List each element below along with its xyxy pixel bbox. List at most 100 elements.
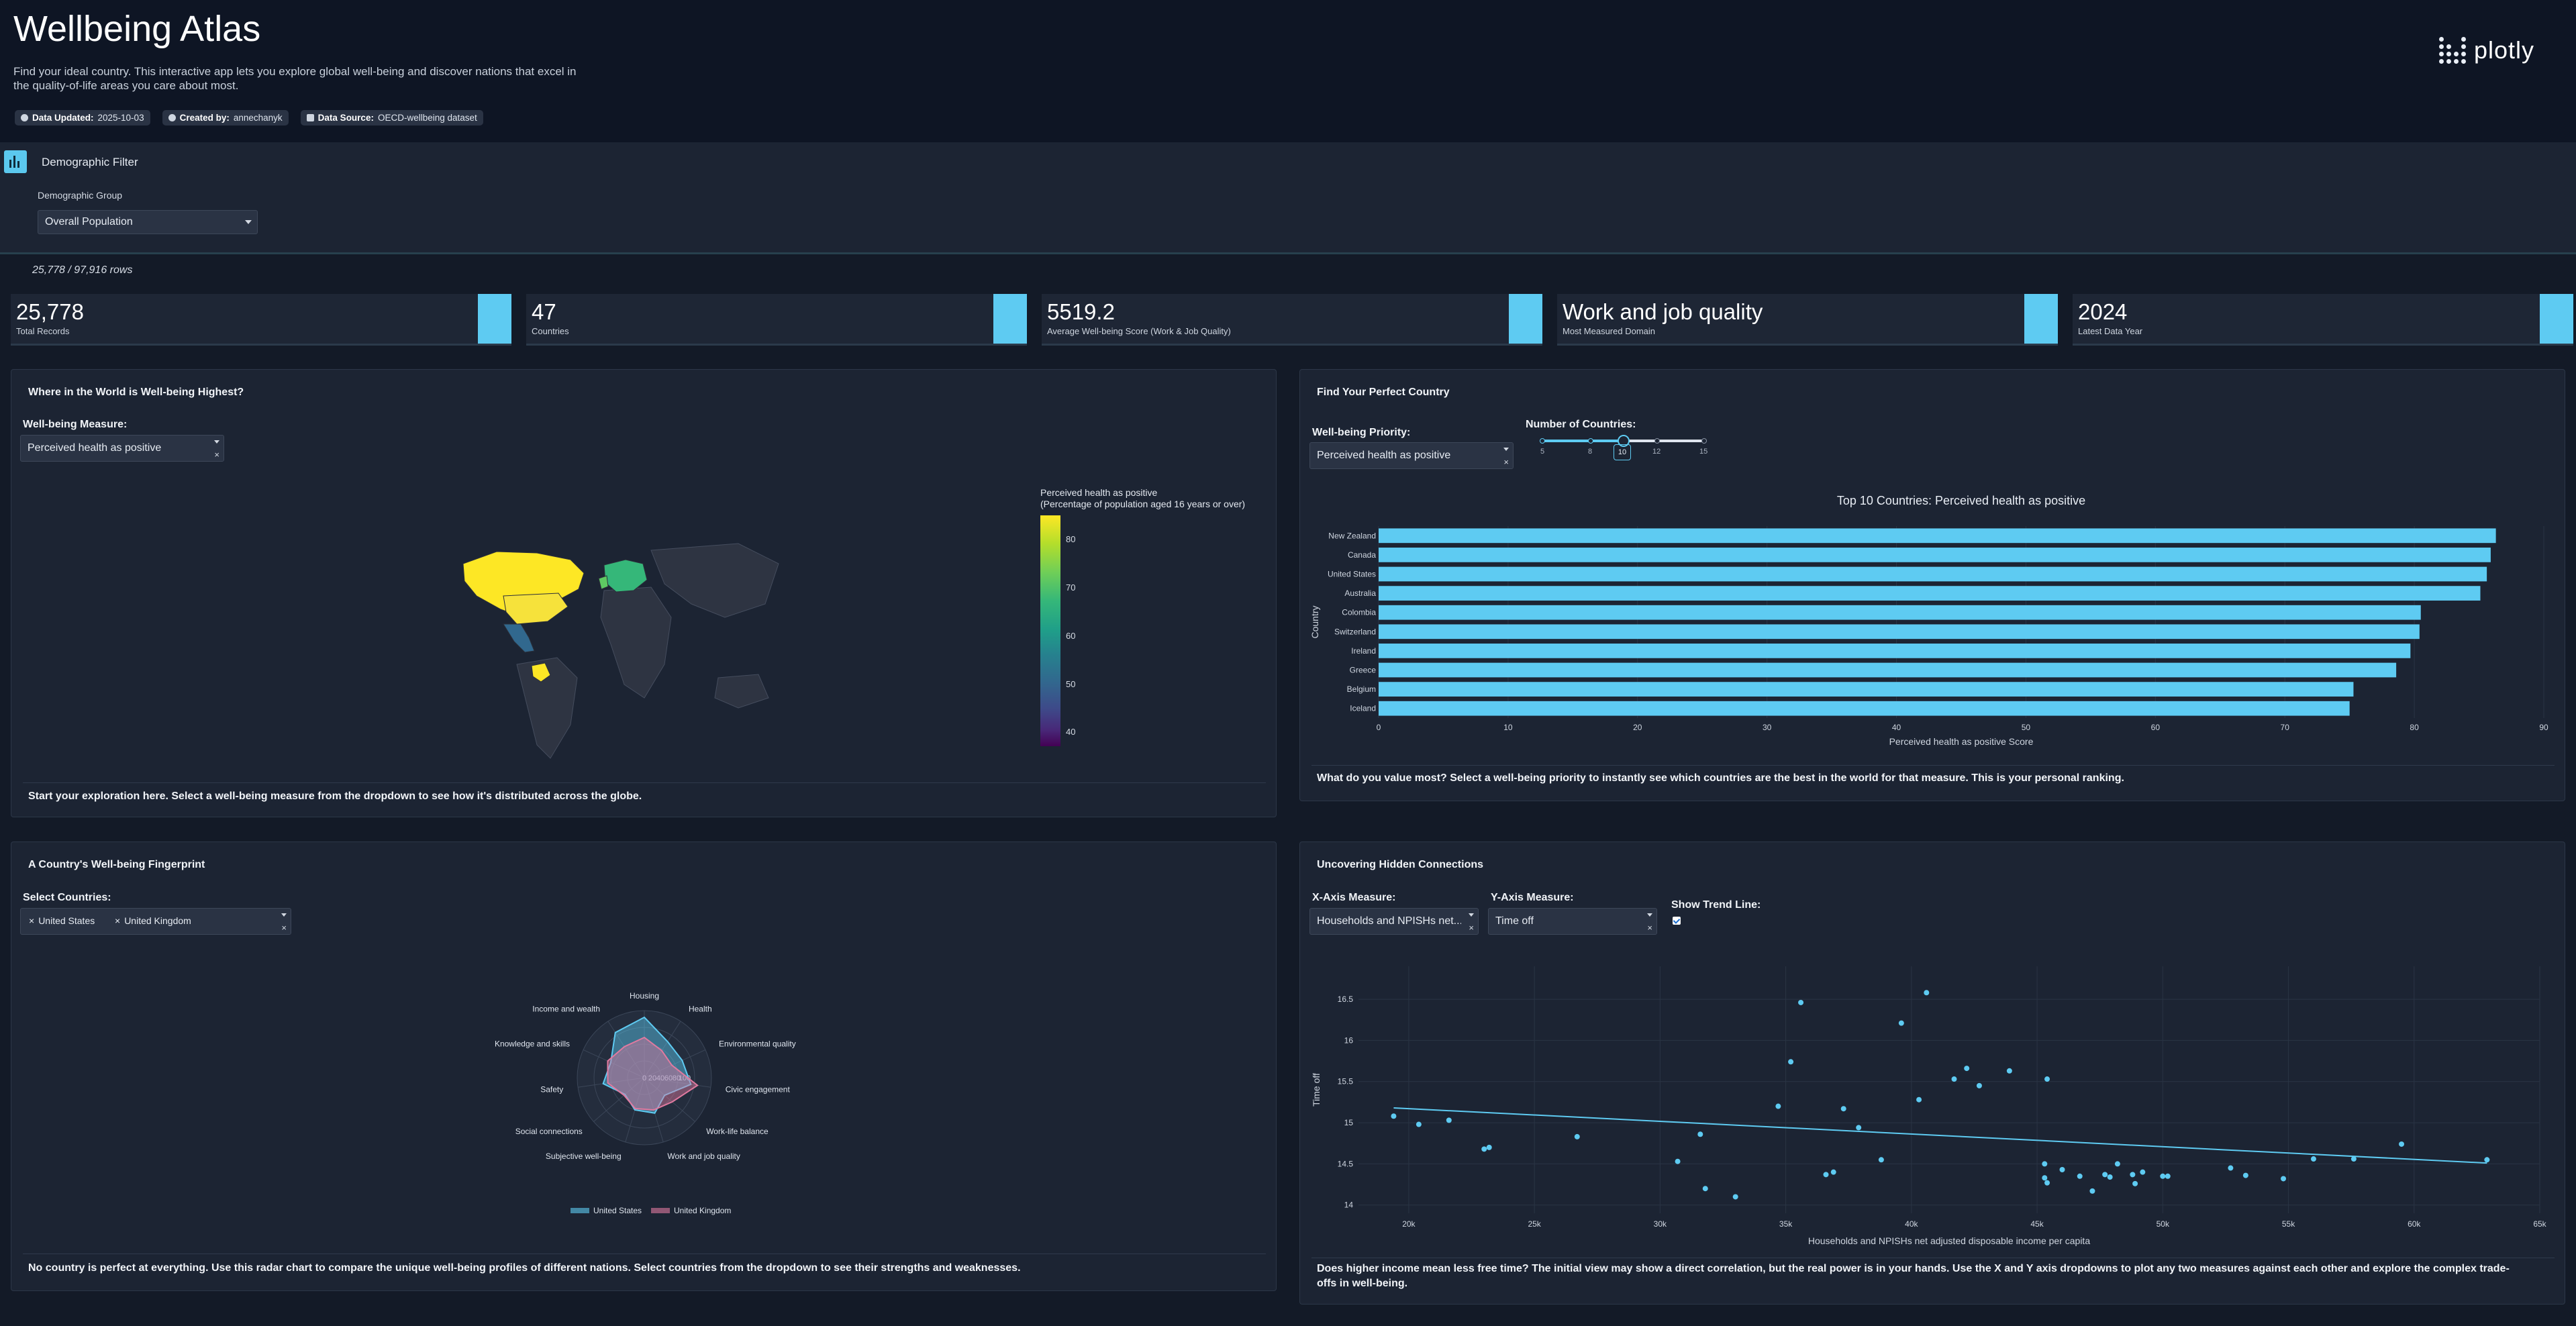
scatter-point <box>1481 1146 1487 1152</box>
united-states-region[interactable] <box>503 593 568 625</box>
x-axis-title: Perceived health as positive Score <box>1889 736 2034 747</box>
y-tick-label: Australia <box>1344 589 1376 598</box>
radar-axis-label: Social connections <box>515 1127 583 1136</box>
scatter-point <box>1924 990 1930 996</box>
radar-axis-label: Work and job quality <box>667 1152 740 1161</box>
x-tick-label: 25k <box>1528 1219 1541 1229</box>
europe-region[interactable] <box>603 559 648 593</box>
x-tick-label: 70 <box>2281 723 2290 732</box>
radar-spoke <box>644 1021 681 1078</box>
dropdown-value: Time off <box>1495 915 1534 927</box>
slider-handle[interactable] <box>1618 435 1630 447</box>
clear-icon[interactable]: × <box>1503 457 1509 467</box>
clear-icon[interactable]: × <box>1469 923 1474 933</box>
y-tick-label: 16 <box>1344 1035 1354 1045</box>
y-tick-label: 15.5 <box>1338 1077 1354 1086</box>
y-axis-measure-label: Y-Axis Measure: <box>1491 892 1574 903</box>
kpi-card: 47 Countries <box>526 294 1027 346</box>
dropdown-value: Perceived health as positive <box>1317 450 1451 461</box>
radar-axis-label: Income and wealth <box>532 1004 600 1013</box>
slider-mark <box>1588 438 1593 444</box>
ranking-bar-chart[interactable]: Top 10 Countries: Perceived health as po… <box>1309 490 2557 758</box>
mexico-region[interactable] <box>503 623 535 653</box>
scatter-point <box>1840 1106 1846 1112</box>
remove-chip-icon[interactable]: × <box>115 915 121 926</box>
scatter-point <box>2102 1172 2108 1178</box>
x-tick-label: 50 <box>2022 723 2031 732</box>
x-axis-title: Households and NPISHs net adjusted dispo… <box>1808 1235 2090 1246</box>
radar-axis-label: Work-life balance <box>706 1127 769 1136</box>
world-map[interactable] <box>403 523 805 765</box>
scatter-point <box>1964 1066 1970 1072</box>
scatter-point <box>2044 1076 2050 1082</box>
scatter-point <box>2006 1068 2012 1074</box>
kpi-value: 47 <box>532 299 556 324</box>
radar-axis-label: Knowledge and skills <box>495 1039 570 1048</box>
trend-line-checkbox[interactable] <box>1673 917 1681 925</box>
trend-line <box>1393 1107 2487 1164</box>
legend-swatch <box>571 1208 589 1213</box>
scatter-point <box>1856 1125 1862 1131</box>
clear-icon[interactable]: × <box>214 450 219 460</box>
demographic-group-label: Demographic Group <box>38 190 123 201</box>
y-tick-label: Colombia <box>1342 608 1376 617</box>
slider-mark <box>1540 438 1545 444</box>
y-tick-label: Belgium <box>1347 684 1376 694</box>
plotly-logo[interactable]: plotly <box>2439 36 2534 64</box>
scatter-point <box>1391 1113 1397 1119</box>
scatter-point <box>2107 1174 2113 1180</box>
y-tick-label: 14 <box>1344 1201 1354 1210</box>
scatter-point <box>2484 1157 2490 1163</box>
kpi-accent <box>1509 294 1542 344</box>
page-subtitle: Find your ideal country. This interactiv… <box>13 65 577 92</box>
scatter-panel-footer: Does higher income mean less free time? … <box>1317 1262 2552 1291</box>
radial-tick-label: 60 <box>664 1074 673 1082</box>
map-panel-footer: Start your exploration here. Select a we… <box>28 790 642 802</box>
radar-chart[interactable]: Health Environmental quality Civic engagem… <box>430 946 873 1228</box>
x-tick-label: 90 <box>2539 723 2548 732</box>
colorbar-tick: 40 <box>1066 727 1076 737</box>
slider-value-tooltip: 10 <box>1614 444 1631 460</box>
radar-panel-title: A Country's Well-being Fingerprint <box>28 859 205 870</box>
country-multiselect[interactable]: × United States × United Kingdom × <box>20 908 291 935</box>
scatter-point <box>2350 1156 2357 1162</box>
chevron-down-icon <box>214 440 219 444</box>
radar-spoke <box>644 1077 695 1122</box>
demographic-filter-panel <box>0 142 2576 254</box>
radar-axis-label: Civic engagement <box>726 1084 791 1094</box>
colorbar-title-line: (Percentage of population aged 16 years … <box>1040 499 1246 509</box>
measure-dropdown[interactable]: Perceived health as positive × <box>20 435 224 462</box>
row-count: 25,778 / 97,916 rows <box>32 264 133 276</box>
kpi-label: Latest Data Year <box>2078 326 2143 336</box>
demographic-group-dropdown[interactable]: Overall Population <box>38 210 258 234</box>
scatter-point <box>2042 1161 2048 1167</box>
radial-tick-label: 20 <box>648 1074 656 1082</box>
y-axis-measure-dropdown[interactable]: Time off × <box>1488 908 1657 935</box>
scatter-chart[interactable]: 20k 25k 30k 35k 40k 45k 50k 55k 60k 65k 14 14.5 15 15… <box>1309 953 2557 1248</box>
badge-value: annechanyk <box>233 113 283 123</box>
uk-region[interactable] <box>598 575 609 590</box>
colombia-region[interactable] <box>531 662 551 682</box>
clear-icon[interactable]: × <box>1647 923 1652 933</box>
badge-key: Data Updated: <box>32 113 94 123</box>
radar-axis-label: Housing <box>630 991 659 1001</box>
slider-mark-label: 12 <box>1652 448 1661 456</box>
badge-value: 2025-10-03 <box>97 113 144 123</box>
scatter-point <box>1675 1158 1681 1164</box>
selected-country-chip[interactable]: × United States <box>29 914 95 927</box>
x-tick-label: 60 <box>2151 723 2161 732</box>
radar-spoke <box>593 1077 645 1122</box>
x-axis-measure-dropdown[interactable]: Households and NPISHs net... × <box>1309 908 1479 935</box>
scatter-point <box>2059 1166 2065 1172</box>
y-axis-title: Country <box>1309 605 1320 638</box>
kpi-card: 25,778 Total Records <box>11 294 511 346</box>
clear-icon[interactable]: × <box>281 923 287 933</box>
scatter-point <box>1878 1157 1884 1163</box>
selected-country-chip[interactable]: × United Kingdom <box>115 914 191 927</box>
priority-dropdown[interactable]: Perceived health as positive × <box>1309 442 1514 469</box>
colorbar-tick: 70 <box>1066 582 1076 593</box>
badge-key: Data Source: <box>317 113 374 123</box>
x-tick-label: 0 <box>1377 723 1381 732</box>
remove-chip-icon[interactable]: × <box>29 915 35 926</box>
radial-tick-label: 80 <box>673 1074 681 1082</box>
